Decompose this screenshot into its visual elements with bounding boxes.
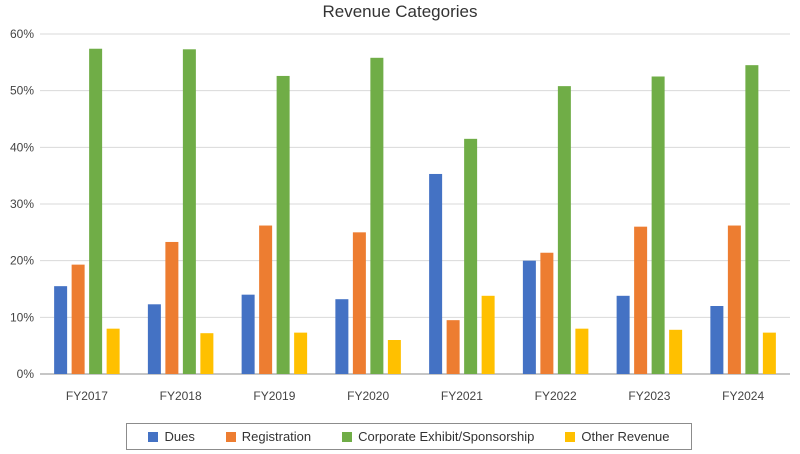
- x-tick-label: FY2020: [347, 389, 389, 403]
- bar: [616, 295, 630, 374]
- y-tick-label: 0%: [17, 367, 35, 381]
- bar: [464, 138, 478, 374]
- bar: [352, 232, 366, 374]
- bar: [54, 286, 68, 374]
- y-tick-label: 60%: [10, 27, 34, 41]
- bar: [387, 340, 401, 374]
- bar: [335, 299, 349, 374]
- legend-swatch: [148, 431, 159, 442]
- y-tick-label: 50%: [10, 84, 34, 98]
- bar: [106, 328, 120, 374]
- y-tick-label: 20%: [10, 254, 34, 268]
- legend-item: Registration: [225, 429, 312, 444]
- x-tick-label: FY2021: [441, 389, 483, 403]
- bar: [634, 226, 648, 374]
- bar: [294, 332, 308, 374]
- bar: [89, 48, 103, 374]
- x-tick-label: FY2022: [535, 389, 577, 403]
- legend-label: Dues: [164, 429, 195, 444]
- bar: [71, 264, 85, 374]
- gridlines: [40, 33, 790, 375]
- bar: [429, 173, 443, 374]
- x-tick-label: FY2019: [253, 389, 295, 403]
- bar: [370, 57, 384, 375]
- bar: [710, 306, 724, 374]
- bar: [481, 295, 495, 374]
- legend-swatch: [342, 431, 353, 442]
- legend-label: Registration: [241, 429, 312, 444]
- bar: [165, 241, 179, 374]
- bar: [762, 332, 776, 374]
- x-tick-label: FY2017: [66, 389, 108, 403]
- bar: [276, 75, 290, 374]
- bar: [241, 294, 255, 374]
- bar: [575, 328, 589, 374]
- bar: [522, 260, 536, 374]
- bar: [147, 304, 161, 374]
- bars: [54, 48, 776, 375]
- bar: [727, 225, 741, 374]
- legend-item: Dues: [148, 429, 195, 444]
- chart-title: Revenue Categories: [322, 2, 478, 21]
- legend-swatch: [225, 431, 236, 442]
- legend-item: Corporate Exhibit/Sponsorship: [342, 429, 534, 444]
- bar: [745, 65, 759, 375]
- legend-swatch: [565, 431, 576, 442]
- y-tick-label: 30%: [10, 197, 34, 211]
- bar: [540, 252, 554, 374]
- bar: [446, 320, 460, 374]
- bar: [259, 225, 273, 374]
- legend-label: Corporate Exhibit/Sponsorship: [358, 429, 535, 444]
- legend: Dues Registration Corporate Exhibit/Sponso…: [126, 423, 692, 450]
- x-tick-label: FY2024: [722, 389, 764, 403]
- axes: 0% 10% 20% 30% 40% 50% 60% FY2017 FY2018 FY2019 FY…: [10, 27, 764, 403]
- bar: [182, 49, 196, 375]
- y-tick-label: 10%: [10, 310, 34, 324]
- bar: [557, 86, 571, 374]
- x-tick-label: FY2018: [160, 389, 202, 403]
- x-tick-label: FY2023: [628, 389, 670, 403]
- bar: [651, 76, 665, 374]
- legend-item: Other Revenue: [565, 429, 670, 444]
- legend-label: Other Revenue: [581, 429, 670, 444]
- plot-area: 0% 10% 20% 30% 40% 50% 60% FY2017 FY2018 FY2019 FY…: [10, 27, 790, 403]
- bar: [669, 329, 683, 374]
- bar: [200, 333, 214, 374]
- y-tick-label: 40%: [10, 140, 34, 154]
